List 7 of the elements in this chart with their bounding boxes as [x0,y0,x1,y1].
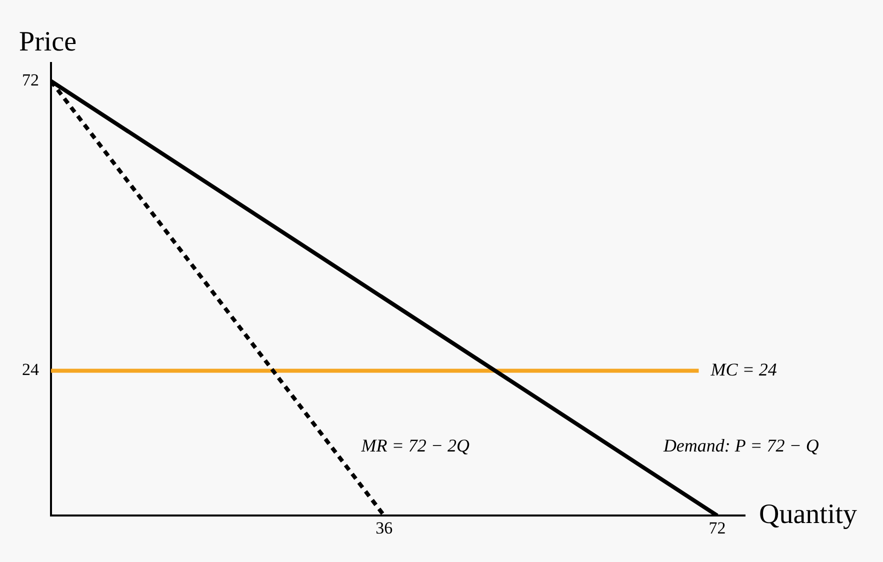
x-tick-label: 36 [376,518,393,538]
x-axis-title: Quantity [759,498,857,530]
series-label: MR = 72 − 2Q [360,435,470,456]
y-tick-label: 24 [22,360,40,380]
series-label: MC = 24 [710,360,777,380]
y-axis-title: Price [19,26,77,58]
series-label: Demand: P = 72 − Q [662,435,819,456]
